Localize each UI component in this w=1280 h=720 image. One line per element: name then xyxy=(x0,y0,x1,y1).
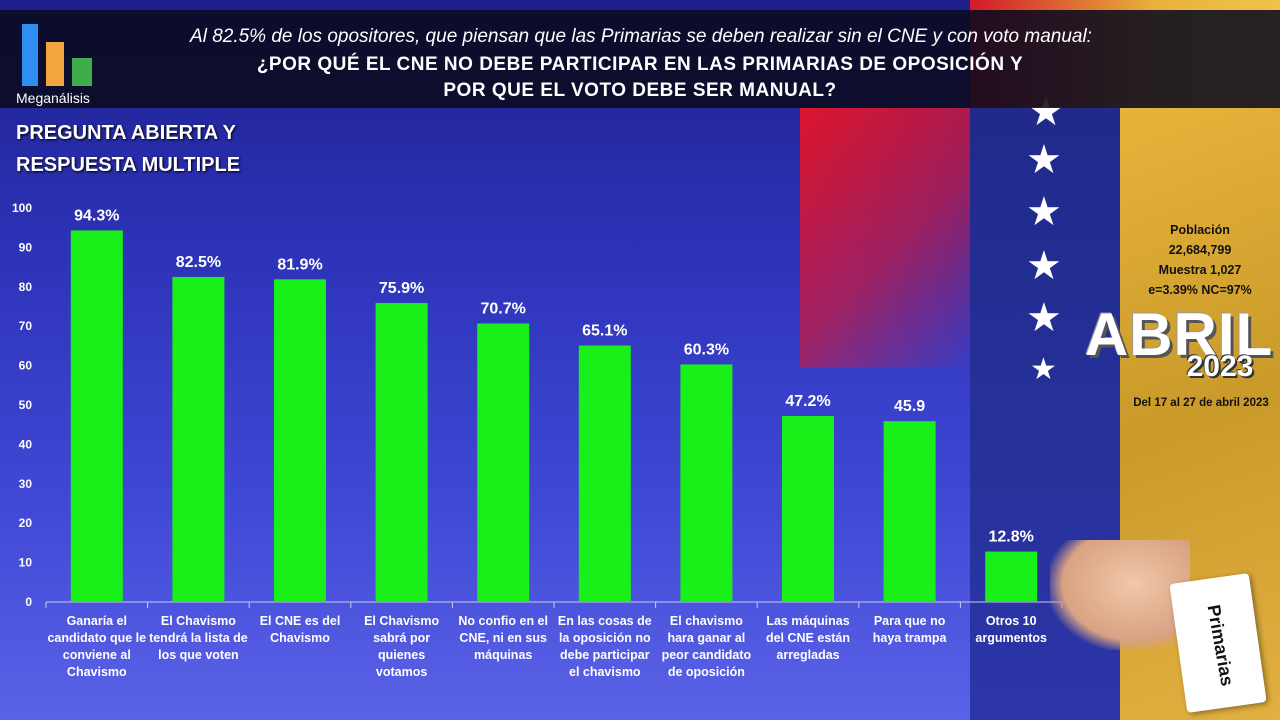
star-icon: ★ xyxy=(1030,353,1057,386)
category-label: No confio en el CNE, ni en sus máquinas xyxy=(458,614,548,662)
y-tick-label: 20 xyxy=(19,516,33,530)
y-tick-label: 50 xyxy=(19,398,33,412)
data-label: 81.9% xyxy=(277,256,322,273)
bar xyxy=(782,416,834,602)
category-label: El Chavismo sabrá por quienes votamos xyxy=(364,614,440,679)
logo-icon xyxy=(22,24,38,86)
survey-dates: Del 17 al 27 de abril 2023 xyxy=(1133,397,1269,409)
star-icon: ★ xyxy=(1026,244,1062,288)
star-icon: ★ xyxy=(1026,190,1062,234)
section-label-line-1: PREGUNTA ABIERTA Y xyxy=(16,122,237,144)
y-tick-label: 100 xyxy=(12,201,32,215)
category-label: Otros 10 argumentos xyxy=(975,614,1047,645)
category-label: Ganaría el candidato que le conviene al … xyxy=(47,614,147,679)
title-line-2: POR QUE EL VOTO DEBE SER MANUAL? xyxy=(443,80,837,101)
data-label: 47.2% xyxy=(785,393,830,410)
logo-text: Meganálisis xyxy=(16,90,90,106)
sample-size: Muestra 1,027 xyxy=(1158,263,1242,277)
y-tick-label: 30 xyxy=(19,477,33,491)
year-badge: 2023 xyxy=(1186,350,1254,383)
data-label: 82.5% xyxy=(176,254,221,271)
error-margin: e=3.39% NC=97% xyxy=(1148,283,1252,297)
bar xyxy=(985,551,1038,602)
data-label: 65.1% xyxy=(582,323,627,340)
bar xyxy=(274,279,326,602)
flag-red-stripe xyxy=(800,108,970,368)
bar xyxy=(70,230,123,602)
bar xyxy=(172,276,225,602)
hand-image xyxy=(1050,540,1190,650)
subtitle: Al 82.5% de los opositores, que piensan … xyxy=(190,26,1092,47)
category-label: Las máquinas del CNE están arregladas xyxy=(765,614,851,662)
y-tick-label: 70 xyxy=(19,319,33,333)
bar xyxy=(578,345,631,602)
bar xyxy=(883,421,936,602)
star-icon: ★ xyxy=(1026,138,1062,182)
title-line-1: ¿POR QUÉ EL CNE NO DEBE PARTICIPAR EN LA… xyxy=(256,54,1024,75)
category-label: El chavismo hara ganar al peor candidato… xyxy=(661,614,752,679)
header-banner xyxy=(0,10,1280,108)
logo-icon xyxy=(72,58,92,86)
data-label: 12.8% xyxy=(989,529,1034,546)
category-label: El CNE es del Chavismo xyxy=(259,614,341,645)
data-label: 94.3% xyxy=(74,207,119,224)
data-label: 45.9 xyxy=(894,398,925,415)
bar xyxy=(680,364,733,602)
category-label: Para que no haya trampa xyxy=(872,614,947,645)
category-label: El Chavismo tendrá la lista de los que v… xyxy=(149,614,248,662)
y-tick-label: 40 xyxy=(19,437,33,451)
bar xyxy=(477,323,530,602)
data-label: 70.7% xyxy=(481,300,526,317)
section-label-line-2: RESPUESTA MULTIPLE xyxy=(16,154,241,176)
y-tick-label: 80 xyxy=(19,280,33,294)
population-value: 22,684,799 xyxy=(1168,243,1232,257)
month-badge: ABRIL xyxy=(1084,301,1274,368)
bar xyxy=(375,302,428,602)
y-tick-label: 90 xyxy=(19,240,33,254)
y-tick-label: 60 xyxy=(19,359,33,373)
y-tick-label: 0 xyxy=(25,595,32,609)
population-label: Población xyxy=(1170,223,1230,237)
data-label: 60.3% xyxy=(684,341,729,358)
category-label: En las cosas de la oposición no debe par… xyxy=(557,614,652,679)
logo-icon xyxy=(46,42,64,86)
star-icon: ★ xyxy=(1026,296,1062,340)
y-tick-label: 10 xyxy=(19,556,33,570)
data-label: 75.9% xyxy=(379,280,424,297)
